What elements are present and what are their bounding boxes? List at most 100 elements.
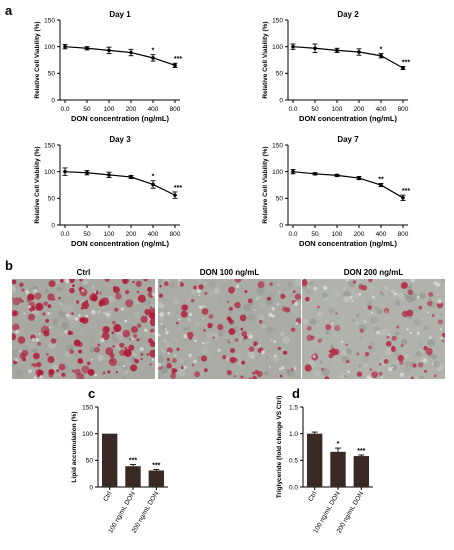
texture-speck [378, 329, 387, 337]
bar [306, 433, 323, 487]
texture-speck [123, 376, 126, 379]
cell-vacuole [347, 362, 349, 365]
lipid-droplet [317, 305, 320, 309]
texture-speck [395, 360, 400, 365]
texture-speck [345, 348, 352, 355]
y-tick-label: 50 [86, 458, 94, 465]
cell-vacuole [183, 365, 187, 370]
lipid-droplet [130, 325, 139, 334]
texture-speck [178, 358, 184, 364]
cell-vacuole [385, 311, 387, 313]
cell-vacuole [167, 311, 171, 315]
texture-speck [29, 344, 36, 351]
texture-speck [287, 282, 293, 288]
cell-vacuole [388, 367, 393, 372]
lipid-droplet [441, 332, 445, 338]
lipid-droplet [391, 345, 396, 351]
series-line [292, 46, 404, 69]
lipid-droplet [433, 374, 437, 378]
y-tick-label: 150 [272, 17, 283, 24]
lipid-droplet [86, 361, 91, 366]
texture-speck [437, 329, 443, 335]
lipid-droplet [147, 291, 154, 298]
cell-vacuole [32, 365, 35, 368]
cell-vacuole [124, 319, 128, 323]
texture-speck [440, 312, 444, 317]
texture-speck [358, 308, 361, 312]
lipid-droplet [21, 288, 25, 292]
texture-speck [139, 336, 144, 342]
lipid-droplet [367, 305, 373, 310]
lipid-droplet [77, 358, 84, 364]
cell-vacuole [393, 292, 398, 296]
significance-marker: ** [378, 176, 384, 183]
texture-speck [40, 357, 44, 361]
lipid-droplet [101, 332, 110, 341]
lipid-droplet [128, 344, 135, 351]
cell-vacuole [436, 282, 441, 287]
series-line [292, 171, 404, 199]
lipid-droplet [79, 279, 83, 282]
lipid-droplet [149, 349, 155, 358]
lipid-droplet [42, 312, 46, 316]
data-point [63, 44, 67, 49]
texture-speck [261, 304, 264, 307]
texture-speck [273, 346, 279, 352]
texture-speck [407, 296, 414, 303]
cell-vacuole [409, 331, 412, 335]
texture-speck [213, 287, 220, 295]
cell-vacuole [33, 376, 37, 379]
lipid-droplet [140, 352, 144, 356]
cell-vacuole [387, 333, 391, 336]
texture-speck [164, 290, 170, 296]
texture-speck [380, 292, 385, 297]
cell-vacuole [159, 312, 164, 317]
texture-speck [171, 292, 179, 300]
texture-speck [315, 351, 318, 354]
texture-speck [419, 292, 426, 299]
y-tick-label: 150 [82, 404, 93, 411]
texture-speck [43, 306, 52, 314]
lipid-droplet [182, 304, 189, 310]
data-point [357, 176, 361, 180]
y-axis-label: Relative Cell Viability (%) [34, 21, 41, 98]
lipid-droplet [383, 307, 390, 314]
lipid-droplet [330, 348, 338, 356]
texture-speck [98, 331, 101, 335]
texture-speck [158, 301, 163, 308]
cell-vacuole [139, 347, 144, 352]
lipid-droplet [252, 371, 255, 375]
cell-vacuole [48, 326, 52, 329]
x-tick-label: 0.0 [60, 106, 69, 113]
x-tick-label: 200 [126, 231, 137, 238]
lipid-droplet [47, 304, 52, 308]
texture-speck [55, 291, 63, 298]
cell-vacuole [437, 299, 442, 304]
cell-vacuole [188, 312, 193, 317]
lipid-droplet [43, 301, 48, 306]
lipid-droplet [186, 331, 194, 339]
lipid-droplet [204, 291, 208, 295]
x-axis-label: DON concentration (ng/mL) [299, 239, 397, 248]
data-point [291, 169, 295, 174]
texture-speck [208, 281, 216, 289]
lipid-droplet [397, 354, 404, 362]
lipid-droplet [228, 286, 236, 294]
texture-speck [65, 286, 69, 290]
texture-speck [224, 290, 227, 293]
texture-speck [97, 310, 102, 315]
texture-speck [87, 279, 94, 285]
lipid-droplet [110, 359, 114, 363]
cell-vacuole [144, 328, 148, 332]
cell-vacuole [91, 309, 96, 315]
texture-speck [202, 317, 205, 320]
texture-speck [20, 373, 26, 379]
cell-vacuole [77, 314, 81, 317]
y-tick-label: 50 [276, 71, 284, 78]
texture-speck [35, 311, 40, 316]
cell-vacuole [31, 337, 36, 342]
lipid-droplet [58, 296, 61, 300]
lipid-droplet [428, 292, 434, 297]
texture-speck [283, 298, 288, 303]
y-tick-label: 100 [82, 431, 93, 438]
